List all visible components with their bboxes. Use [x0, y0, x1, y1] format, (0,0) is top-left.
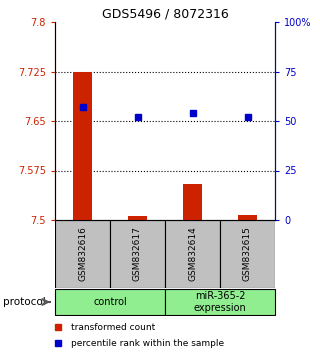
Text: transformed count: transformed count	[71, 322, 155, 331]
FancyBboxPatch shape	[165, 290, 275, 315]
Bar	[128, 216, 147, 220]
FancyBboxPatch shape	[55, 220, 110, 288]
Text: control: control	[93, 297, 127, 307]
Title: GDS5496 / 8072316: GDS5496 / 8072316	[102, 8, 228, 21]
Text: GSM832615: GSM832615	[243, 227, 252, 281]
Text: protocol: protocol	[3, 297, 46, 307]
Text: miR-365-2
expression: miR-365-2 expression	[194, 291, 246, 313]
Text: GSM832614: GSM832614	[188, 227, 197, 281]
Bar	[183, 184, 202, 220]
Text: GSM832616: GSM832616	[78, 227, 87, 281]
Text: GSM832617: GSM832617	[133, 227, 142, 281]
Text: percentile rank within the sample: percentile rank within the sample	[71, 339, 224, 348]
FancyBboxPatch shape	[220, 220, 275, 288]
FancyBboxPatch shape	[110, 220, 165, 288]
FancyBboxPatch shape	[55, 220, 275, 288]
Bar	[238, 215, 257, 220]
Bar	[73, 72, 92, 220]
FancyBboxPatch shape	[55, 290, 165, 315]
FancyBboxPatch shape	[165, 220, 220, 288]
